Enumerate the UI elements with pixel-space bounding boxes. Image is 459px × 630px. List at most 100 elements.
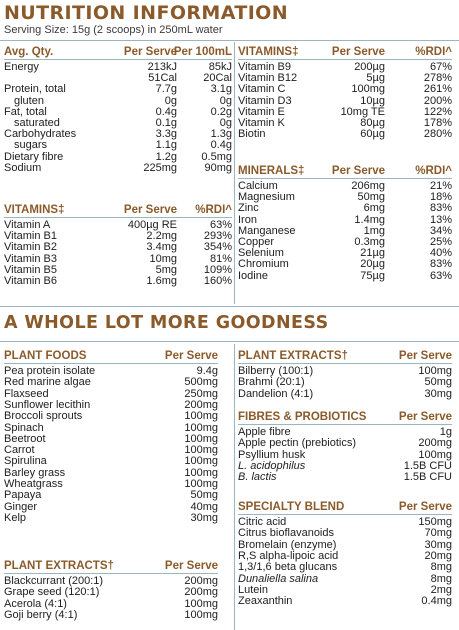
per-serve-value: 200mg	[184, 399, 218, 411]
section-header-rule	[238, 424, 452, 425]
column-header-second: %RDI^	[415, 46, 452, 58]
second-value: 293%	[203, 230, 232, 242]
table-row: Sunflower lecithin 200mg	[0, 399, 459, 411]
second-value: 278%	[423, 72, 452, 84]
section-title: VITAMINS‡	[4, 204, 65, 216]
second-value: 40%	[429, 247, 452, 259]
nutrient-name: gluten	[14, 95, 44, 107]
table-row: Vitamin A 400µg RE 63%	[0, 219, 459, 231]
second-value: 90mg	[204, 162, 232, 174]
per-serve-value: 8mg	[430, 573, 452, 585]
table-row: Vitamin B1 2.2mg 293%	[0, 230, 459, 242]
section-header-rule	[4, 573, 218, 574]
nutrient-name: Vitamin B12	[238, 72, 298, 84]
second-value: 1.3g	[210, 128, 232, 140]
table-row: Vitamin B6 1.6mg 160%	[0, 275, 459, 287]
nutrient-name: Dietary fibre	[4, 151, 64, 163]
per-serve-value: 100mg	[351, 83, 385, 95]
per-serve-value: 60µg	[360, 128, 385, 140]
section-title: PLANT FOODS	[4, 350, 87, 362]
nutrient-name: Manganese	[238, 225, 296, 237]
table-row: Vitamin B12 5µg 278%	[0, 72, 459, 84]
nutrient-name: Ginger	[4, 501, 38, 513]
nutrient-name: Kelp	[4, 512, 27, 524]
nutrient-name: B. lactis	[238, 471, 277, 483]
table-row: Blackcurrant (200:1) 200mg	[0, 575, 459, 587]
nutrient-name: Energy	[4, 61, 39, 73]
per-serve-value: 1g	[439, 426, 452, 438]
table-row: Dunaliella salina 8mg	[0, 573, 459, 585]
section-header-min: MINERALS‡ Per Serve %RDI^	[0, 165, 459, 177]
per-serve-value: 75µg	[360, 270, 385, 282]
per-serve-value: 0.4g	[155, 106, 177, 118]
second-value: 21%	[429, 180, 452, 192]
nutrient-name: Vitamin B6	[4, 275, 57, 287]
table-row: Lutein 2mg	[0, 584, 459, 596]
mid-rule	[0, 306, 459, 307]
per-serve-value: 100mg	[184, 444, 218, 456]
per-serve-value: 200mg	[184, 586, 218, 598]
per-serve-value: 200mg	[418, 437, 452, 449]
second-value: 83%	[429, 258, 452, 270]
per-serve-value: 0.3mg	[354, 236, 385, 248]
second-value: 354%	[203, 241, 232, 253]
nutrient-name: Beetroot	[4, 433, 46, 445]
nutrient-name: Dandelion (4:1)	[238, 388, 314, 400]
second-value: 0.5mg	[201, 151, 232, 163]
table-row: Brahmi (20:1) 50mg	[0, 376, 459, 388]
section-header-rule	[238, 59, 452, 60]
nutrient-name: Sunflower lecithin	[4, 399, 91, 411]
table-row: Magnesium 50mg 18%	[0, 191, 459, 203]
nutrient-name: Goji berry (4:1)	[4, 609, 78, 621]
nutrient-name: Dunaliella salina	[238, 573, 319, 585]
second-value: 63%	[209, 219, 232, 231]
nutrient-name: Vitamin E	[238, 106, 285, 118]
per-serve-value: 9.4g	[196, 365, 218, 377]
section-header-rule	[4, 59, 232, 60]
section-title: VITAMINS‡	[238, 46, 299, 58]
nutrient-name: Citrus bioflavanoids	[238, 527, 334, 539]
section-header-rule	[4, 363, 218, 364]
second-value: 280%	[423, 128, 452, 140]
per-serve-value: 6mg	[363, 202, 385, 214]
table-row: gluten 0g 0g	[0, 95, 459, 107]
second-value: 18%	[429, 191, 452, 203]
second-value: 83%	[429, 202, 452, 214]
column-header-per-serve: Per Serve	[164, 560, 218, 572]
nutrient-name: Carbohydrates	[4, 128, 77, 140]
per-serve-value: 30mg	[424, 388, 452, 400]
second-value: 0.4g	[210, 139, 232, 151]
table-row: Vitamin E 10mg TE 122%	[0, 106, 459, 118]
per-serve-value: 1.1g	[155, 139, 177, 151]
per-serve-value: 150mg	[418, 516, 452, 528]
serving-size: Serving Size: 15g (2 scoops) in 250mL wa…	[4, 24, 223, 36]
table-row: Bilberry (100:1) 100mg	[0, 365, 459, 377]
column-header-second: Per 100mL	[173, 46, 232, 58]
goodness-rule	[0, 341, 459, 342]
per-serve-value: 100mg	[184, 598, 218, 610]
per-serve-value: 225mg	[143, 162, 177, 174]
table-row: Barley grass 100mg	[0, 467, 459, 479]
table-row: Papaya 50mg	[0, 489, 459, 501]
nutrient-name: Lutein	[238, 584, 268, 596]
top-rule	[0, 40, 459, 41]
table-row: Vitamin B2 3.4mg 354%	[0, 241, 459, 253]
nutrient-name: Magnesium	[238, 191, 295, 203]
nutrient-name: Vitamin B9	[238, 61, 291, 73]
per-serve-value: 8mg	[430, 561, 452, 573]
per-serve-value: 0.1g	[155, 117, 177, 129]
section-title: Avg. Qty.	[4, 46, 54, 58]
per-serve-value: 3.4mg	[146, 241, 177, 253]
section-header-rule	[238, 178, 452, 179]
section-header-rule	[4, 217, 232, 218]
section-header-vit1: VITAMINS‡ Per Serve %RDI^	[0, 204, 459, 216]
table-row: Dandelion (4:1) 30mg	[0, 388, 459, 400]
nutrient-name: Biotin	[238, 128, 266, 140]
per-serve-value: 50mg	[424, 376, 452, 388]
per-serve-value: 100mg	[184, 478, 218, 490]
nutrient-name: Iodine	[238, 270, 268, 282]
second-value: 200%	[423, 95, 452, 107]
per-serve-value: 20µg	[360, 258, 385, 270]
second-value: 0g	[219, 95, 232, 107]
section-title: SPECIALTY BLEND	[238, 501, 345, 513]
